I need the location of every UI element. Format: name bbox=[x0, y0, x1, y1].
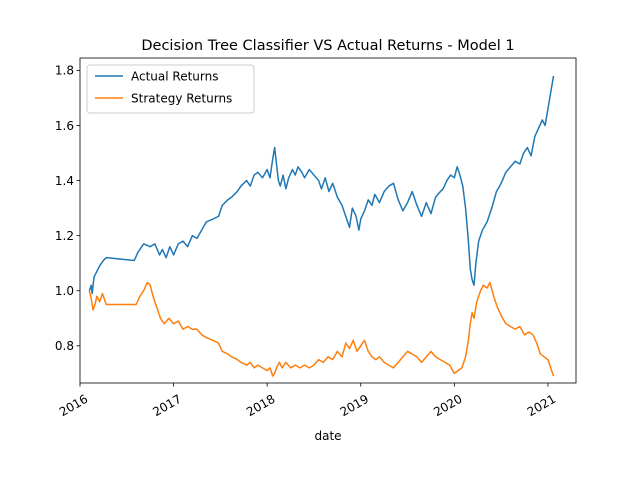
series-line-actual-returns bbox=[88, 75, 555, 295]
y-tick-label: 1.4 bbox=[55, 174, 74, 188]
legend: Actual Returns Strategy Returns bbox=[86, 64, 255, 114]
y-axis: 0.8 1.0 1.2 1.4 1.6 1.8 bbox=[55, 64, 80, 353]
y-tick-label: 1.6 bbox=[55, 119, 74, 133]
x-axis-label: date bbox=[314, 429, 341, 443]
series-line-strategy-returns bbox=[88, 281, 555, 377]
legend-label-actual-returns: Actual Returns bbox=[131, 70, 218, 84]
legend-label-strategy-returns: Strategy Returns bbox=[131, 92, 232, 106]
series-group bbox=[88, 75, 555, 377]
legend-box bbox=[86, 64, 255, 114]
y-tick-label: 1.8 bbox=[55, 64, 74, 78]
axes-frame bbox=[79, 57, 577, 384]
y-tick-label: 0.8 bbox=[55, 339, 74, 353]
y-tick-label: 1.0 bbox=[55, 284, 74, 298]
y-tick-label: 1.2 bbox=[55, 229, 74, 243]
chart-title: Decision Tree Classifier VS Actual Retur… bbox=[141, 38, 514, 54]
